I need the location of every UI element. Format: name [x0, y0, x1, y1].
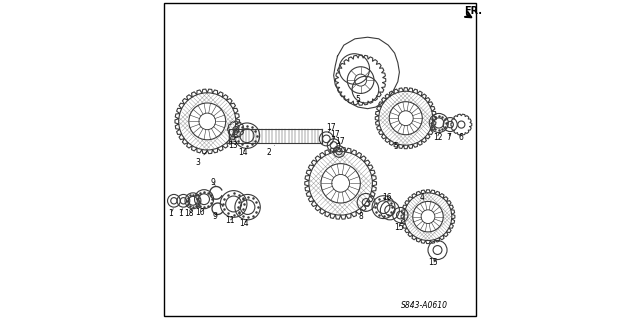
Text: FR.: FR. — [465, 6, 483, 16]
Text: 5: 5 — [355, 95, 360, 104]
Text: S843-A0610: S843-A0610 — [401, 301, 448, 310]
Text: 15: 15 — [394, 223, 404, 232]
Text: 16: 16 — [382, 193, 392, 202]
Text: 8: 8 — [358, 211, 366, 221]
Text: 1: 1 — [168, 209, 173, 218]
Text: 11: 11 — [225, 216, 234, 225]
Text: 2: 2 — [266, 145, 275, 157]
Text: 14: 14 — [239, 219, 248, 227]
Text: 3: 3 — [195, 152, 206, 167]
Text: 6: 6 — [458, 133, 463, 142]
Text: 17: 17 — [335, 137, 344, 145]
Text: 17: 17 — [330, 130, 340, 139]
Text: 10: 10 — [195, 208, 205, 217]
Text: 13: 13 — [228, 137, 238, 150]
Text: 7: 7 — [447, 133, 451, 142]
Text: 4: 4 — [419, 193, 428, 202]
Text: 18: 18 — [184, 209, 194, 218]
Text: 9: 9 — [211, 178, 216, 187]
Text: 5: 5 — [394, 142, 404, 151]
Text: 12: 12 — [433, 133, 442, 142]
Text: 15: 15 — [428, 258, 438, 267]
Text: 14: 14 — [238, 148, 248, 157]
Text: 17: 17 — [326, 123, 336, 132]
Text: 1: 1 — [178, 209, 183, 218]
Text: 9: 9 — [212, 211, 217, 220]
